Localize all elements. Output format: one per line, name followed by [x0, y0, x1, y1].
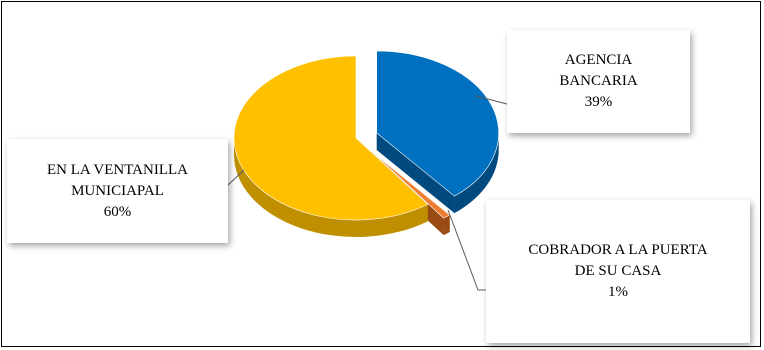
pie-slice-agencia-bancaria-side: [454, 132, 499, 214]
label-ventanilla-line1: EN LA VENTANILLA: [47, 161, 188, 178]
label-ventanilla-line2: MUNICIAPAL: [71, 182, 164, 199]
data-label-ventanilla-municipal: EN LA VENTANILLA MUNICIAPAL 60%: [7, 139, 228, 243]
label-cobrador-line1: COBRADOR A LA PUERTA: [528, 242, 708, 258]
label-ventanilla-percent: 60%: [103, 203, 132, 220]
pie-slice-agencia-bancaria-cut-face: [376, 132, 455, 214]
data-label-cobrador: COBRADOR A LA PUERTA DE SU CASA 1%: [486, 200, 750, 343]
pie-slice-agencia-bancaria: [376, 50, 499, 197]
label-agencia-line1: AGENCIA: [564, 52, 633, 68]
data-label-agencia-bancaria: AGENCIA BANCARIA 39%: [507, 30, 690, 133]
label-agencia-line2: BANCARIA: [559, 73, 638, 89]
pie-slice-ventanilla-municipal: [233, 55, 429, 221]
label-cobrador-line2: DE SU CASA: [574, 263, 662, 279]
label-agencia-percent: 39%: [584, 94, 613, 110]
label-cobrador-percent: 1%: [608, 284, 628, 300]
pie-tops: [233, 50, 499, 221]
pie-slice-ventanilla-municipal-side: [234, 138, 428, 237]
leader-line-agencia: [475, 95, 508, 105]
leader-line-cobrador: [447, 209, 486, 291]
